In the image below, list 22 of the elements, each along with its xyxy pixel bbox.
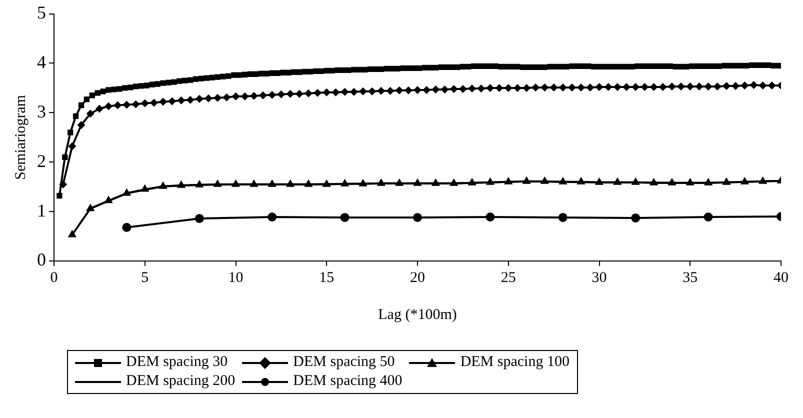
legend-label: DEM spacing 200 xyxy=(126,373,236,390)
x-tick-label: 15 xyxy=(319,270,334,286)
x-tick-label: 25 xyxy=(500,270,516,286)
y-tick-label: 5 xyxy=(37,2,46,23)
x-tick-label: 20 xyxy=(410,270,425,286)
legend-label: DEM spacing 50 xyxy=(293,354,395,371)
y-axis-title: Semiariogram xyxy=(12,94,29,180)
legend-label: DEM spacing 30 xyxy=(126,354,228,371)
legend-label: DEM spacing 400 xyxy=(293,373,402,390)
x-axis-title: Lag (*100m) xyxy=(378,306,457,323)
x-tick-label: 5 xyxy=(141,270,149,286)
x-tick-label: 30 xyxy=(592,270,607,286)
x-tick-label: 10 xyxy=(228,270,244,286)
x-tick-label: 40 xyxy=(774,270,788,286)
y-tick-label: 0 xyxy=(37,250,46,270)
legend-label: DEM spacing 100 xyxy=(460,354,570,371)
y-tick-label: 3 xyxy=(37,101,46,122)
x-tick-label: 0 xyxy=(50,270,58,286)
y-tick-label: 4 xyxy=(37,52,46,72)
y-tick-label: 1 xyxy=(37,200,46,220)
y-tick-label: 2 xyxy=(37,150,46,171)
x-tick-label: 35 xyxy=(682,270,698,286)
